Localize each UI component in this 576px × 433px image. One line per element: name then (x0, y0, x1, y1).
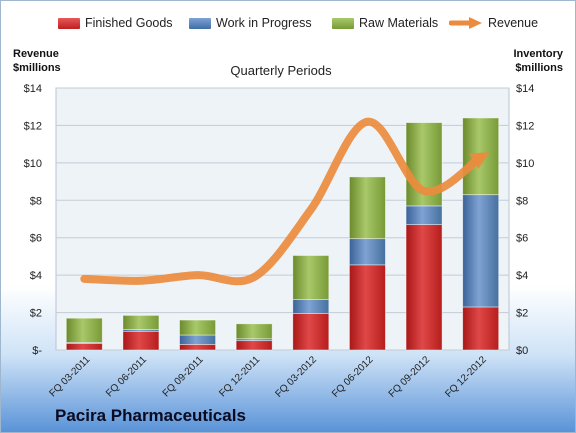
bar-raw-materials (179, 319, 216, 336)
y-left-tick-label: $2 (30, 308, 42, 320)
y-left-tick-label: $8 (30, 195, 42, 207)
legend-item-raw-materials: Raw Materials (332, 16, 438, 30)
bar-finished-goods (292, 313, 330, 351)
y-left-tick-label: $14 (24, 83, 42, 95)
bar-finished-goods (235, 340, 273, 351)
bar-finished-goods (405, 224, 443, 351)
bar-finished-goods (122, 330, 160, 351)
y-right-tick-label: $0 (516, 345, 528, 357)
legend-item-finished-goods: Finished Goods (58, 16, 173, 30)
x-tick-label: FQ 06-2012 (330, 354, 376, 400)
bar-finished-goods (65, 343, 103, 351)
legend-label-finished-goods: Finished Goods (85, 16, 173, 30)
y-right-tick-label: $2 (516, 308, 528, 320)
right-axis-title: Inventory $millions (513, 47, 563, 75)
bar-work-in-progress (292, 299, 330, 314)
y-left-tick-label: $12 (24, 120, 42, 132)
revenue-arrowhead (469, 152, 490, 170)
bar-raw-materials (349, 176, 386, 240)
x-tick-label: FQ 12-2012 (443, 354, 489, 400)
x-tick-label: FQ 09-2011 (161, 354, 206, 399)
revenue-line (80, 117, 485, 286)
y-right-tick-label: $8 (516, 195, 528, 207)
y-right-tick-label: $10 (516, 158, 534, 170)
bar-work-in-progress (349, 238, 386, 266)
x-tick-label: FQ 12-2011 (217, 354, 262, 399)
bar-raw-materials (65, 317, 103, 343)
left-axis-title-line2: $millions (13, 62, 61, 74)
legend-label-work-in-progress: Work in Progress (216, 16, 312, 30)
legend-item-revenue: Revenue (449, 16, 538, 30)
bar-finished-goods (179, 343, 216, 351)
chart-title: Quarterly Periods (230, 63, 332, 78)
bar-finished-goods (349, 264, 386, 351)
right-axis-title-line2: $millions (515, 62, 563, 74)
bar-work-in-progress (405, 205, 443, 226)
legend-swatch-finished-goods (58, 17, 80, 29)
bar-raw-materials (235, 323, 273, 340)
legend-revenue-arrow-icon (449, 17, 482, 29)
y-left-tick-label: $- (32, 345, 42, 357)
x-tick-label: FQ 09-2012 (387, 354, 433, 400)
bar-raw-materials (122, 314, 160, 330)
legend: Finished Goods Work in Progress Raw Mate… (1, 16, 575, 36)
legend-label-raw-materials: Raw Materials (359, 16, 439, 30)
legend-swatch-work-in-progress (189, 17, 211, 29)
left-axis-title-line1: Revenue (13, 48, 59, 60)
x-tick-label: FQ 06-2011 (104, 354, 149, 399)
right-axis-title-line1: Inventory (513, 48, 563, 60)
y-right-tick-label: $6 (516, 233, 528, 245)
legend-swatch-raw-materials (332, 17, 354, 29)
legend-label-revenue: Revenue (488, 16, 539, 30)
legend-item-work-in-progress: Work in Progress (189, 16, 312, 30)
x-tick-label: FQ 03-2012 (273, 354, 319, 400)
bar-finished-goods (462, 306, 500, 351)
y-right-tick-label: $14 (516, 83, 534, 95)
company-name: Pacira Pharmaceuticals (55, 406, 246, 425)
left-axis-title: Revenue $millions (13, 47, 61, 75)
x-tick-label: FQ 03-2011 (47, 354, 92, 399)
bar-work-in-progress (462, 194, 500, 308)
y-right-tick-label: $12 (516, 120, 534, 132)
bar-raw-materials (292, 255, 330, 300)
y-left-tick-label: $10 (24, 158, 42, 170)
y-right-tick-label: $4 (516, 270, 528, 282)
y-left-tick-label: $4 (30, 270, 42, 282)
y-left-tick-label: $6 (30, 233, 42, 245)
bar-work-in-progress (179, 334, 216, 345)
